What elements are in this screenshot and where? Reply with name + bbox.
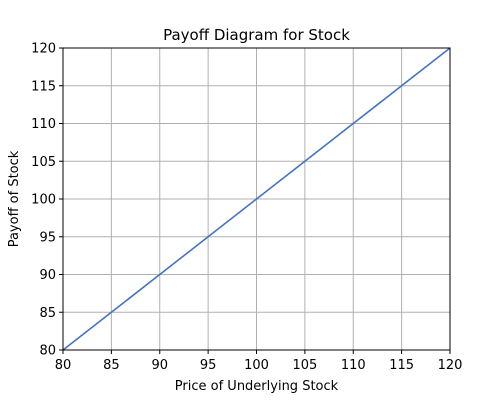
x-tick-label: 105 — [292, 358, 317, 373]
series-line — [62, 47, 451, 351]
series-layer — [62, 47, 451, 351]
y-tick-label: 90 — [39, 268, 56, 283]
x-tick-label: 115 — [389, 358, 414, 373]
y-tick-label: 105 — [31, 155, 56, 170]
x-tick-label: 100 — [244, 358, 269, 373]
y-tick-label: 100 — [31, 193, 56, 208]
y-tick-label: 80 — [39, 344, 56, 359]
y-tick-label: 120 — [31, 42, 56, 57]
x-tick-label: 90 — [151, 358, 168, 373]
y-tick-label: 95 — [39, 230, 56, 245]
x-tick-label: 85 — [103, 358, 120, 373]
x-tick-label: 95 — [200, 358, 217, 373]
x-axis-label: Price of Underlying Stock — [175, 379, 339, 394]
x-tick-label: 110 — [341, 358, 366, 373]
chart-title: Payoff Diagram for Stock — [163, 26, 350, 44]
y-tick-label: 115 — [31, 79, 56, 94]
y-tick-label: 85 — [39, 306, 56, 321]
ticks: 80 85 90 95 100 105 110 115 120 80 85 90 95 100 105 110… — [31, 42, 462, 374]
x-tick-label: 80 — [55, 358, 72, 373]
x-tick-label: 120 — [438, 358, 463, 373]
y-axis-label: Payoff of Stock — [7, 150, 22, 247]
y-tick-label: 110 — [31, 117, 56, 132]
